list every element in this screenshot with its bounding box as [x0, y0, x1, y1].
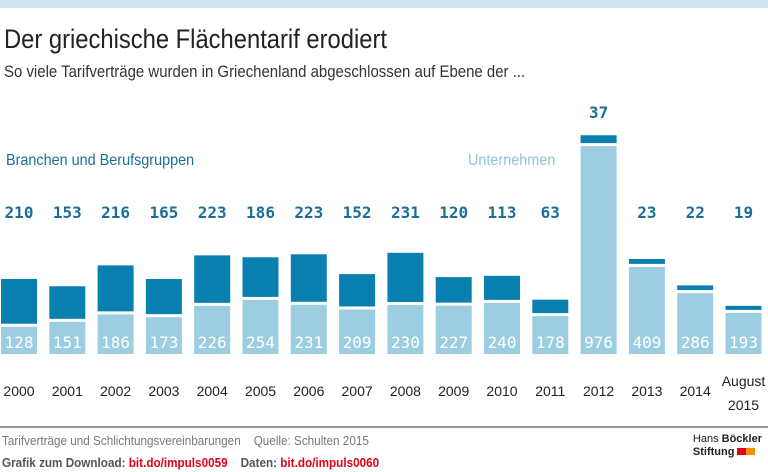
label-branchen-2001: 153 — [53, 203, 82, 222]
bar-unternehmen-2006 — [290, 304, 327, 354]
x-tick-label: 2012 — [583, 383, 614, 399]
x-tick-label: 2010 — [486, 383, 517, 399]
bar-branchen-2007 — [339, 274, 376, 307]
bar-unternehmen-2012 — [580, 146, 617, 354]
x-tick-label: 2011 — [535, 383, 565, 399]
note-text: Tarifverträge und Schlichtungsvereinbaru… — [2, 433, 241, 448]
x-tick-label: 2014 — [680, 383, 711, 399]
bar-branchen-2005 — [242, 257, 279, 297]
x-tick-label: 2003 — [148, 383, 179, 399]
chart-area: 128 210 2000 151 153 2001 186 216 2002 173 165 2003… — [1, 103, 766, 413]
x-tick-label: 2005 — [245, 383, 276, 399]
download-link[interactable]: bit.do/impuls0059 — [128, 455, 228, 470]
bar-branchen-2012 — [580, 135, 617, 144]
bar-branchen-2006 — [290, 254, 327, 302]
label-branchen-2008: 231 — [391, 203, 420, 222]
label-branchen-2003: 165 — [149, 203, 178, 222]
label-branchen-August 2015: 19 — [734, 203, 753, 222]
footer-divider — [0, 426, 768, 428]
bar-unternehmen-2001 — [49, 321, 86, 354]
x-tick-label: 2008 — [390, 383, 421, 399]
bar-branchen-2004 — [194, 255, 231, 303]
bar-unternehmen-2005 — [242, 299, 279, 354]
label-branchen-2012: 37 — [589, 103, 608, 122]
bar-branchen-2003 — [145, 279, 182, 315]
bar-branchen-August 2015 — [725, 305, 762, 310]
bar-branchen-2013 — [628, 258, 665, 264]
bar-branchen-2001 — [49, 286, 86, 319]
bar-unternehmen-2010 — [484, 302, 520, 354]
label-branchen-2013: 23 — [637, 203, 656, 222]
data-link[interactable]: bit.do/impuls0060 — [280, 455, 380, 470]
footer-links: Grafik zum Download: bit.do/impuls0059 D… — [2, 455, 379, 470]
bar-unternehmen-August 2015 — [725, 312, 762, 354]
label-unternehmen-2005: 254 — [246, 333, 275, 352]
label-branchen-2004: 223 — [198, 203, 227, 222]
label-branchen-2010: 113 — [488, 203, 517, 222]
legend-branchen: Branchen und Berufsgruppen — [6, 152, 195, 169]
x-tick-label: 2004 — [197, 383, 228, 399]
footer-note: Tarifverträge und Schlichtungsvereinbaru… — [2, 433, 369, 448]
label-unternehmen-2009: 227 — [439, 333, 468, 352]
label-branchen-2007: 152 — [343, 203, 372, 222]
bar-unternehmen-2004 — [194, 305, 231, 354]
legend-unternehmen: Unternehmen — [468, 152, 556, 169]
label-unternehmen-2006: 231 — [294, 333, 323, 352]
label-unternehmen-2008: 230 — [391, 333, 420, 352]
bar-branchen-2010 — [484, 275, 520, 300]
bar-unternehmen-2003 — [145, 317, 182, 354]
label-branchen-2005: 186 — [246, 203, 275, 222]
label-unternehmen-2000: 128 — [5, 333, 34, 352]
bar-unternehmen-2000 — [1, 326, 37, 354]
x-tick-label: 2015 — [728, 397, 759, 413]
bar-branchen-2011 — [532, 299, 569, 314]
bar-unternehmen-2014 — [677, 293, 714, 354]
label-unternehmen-2001: 151 — [53, 333, 82, 352]
x-tick-label: 2000 — [3, 383, 34, 399]
bar-branchen-2009 — [435, 277, 472, 303]
x-tick-label: August — [722, 373, 766, 389]
label-unternehmen-August 2015: 193 — [729, 333, 758, 352]
label-unternehmen-2014: 286 — [681, 333, 710, 352]
label-unternehmen-2011: 178 — [536, 333, 565, 352]
label-branchen-2009: 120 — [439, 203, 468, 222]
bar-branchen-2000 — [1, 279, 37, 324]
label-branchen-2011: 63 — [541, 203, 560, 222]
bar-unternehmen-2011 — [532, 316, 569, 354]
source-text: Quelle: Schulten 2015 — [253, 433, 369, 448]
bar-unternehmen-2002 — [97, 314, 134, 354]
x-tick-label: 2007 — [342, 383, 373, 399]
hans-boeckler-logo: Hans Böckler Stiftung — [692, 433, 762, 458]
label-unternehmen-2003: 173 — [149, 333, 178, 352]
chart-title: Der griechische Flächentarif erodiert — [4, 24, 387, 54]
chart-subtitle: So viele Tarifverträge wurden in Grieche… — [4, 62, 526, 81]
x-tick-label: 2013 — [631, 383, 662, 399]
x-tick-label: 2009 — [438, 383, 469, 399]
bar-unternehmen-2007 — [339, 309, 376, 354]
x-tick-label: 2006 — [293, 383, 324, 399]
bar-unternehmen-2009 — [435, 305, 472, 354]
bar-unternehmen-2013 — [628, 266, 665, 354]
x-tick-label: 2001 — [52, 383, 83, 399]
bar-unternehmen-2008 — [387, 305, 424, 354]
top-band — [0, 0, 768, 8]
label-branchen-2006: 223 — [294, 203, 323, 222]
download-label: Grafik zum Download: — [2, 455, 126, 470]
label-branchen-2002: 216 — [101, 203, 130, 222]
label-unternehmen-2007: 209 — [343, 333, 372, 352]
x-tick-label: 2002 — [100, 383, 131, 399]
bar-branchen-2008 — [387, 252, 424, 303]
label-branchen-2014: 22 — [686, 203, 705, 222]
bar-branchen-2002 — [97, 265, 134, 312]
data-label: Daten: — [240, 455, 278, 470]
label-unternehmen-2004: 226 — [198, 333, 227, 352]
label-unternehmen-2002: 186 — [101, 333, 130, 352]
label-unternehmen-2010: 240 — [488, 333, 517, 352]
label-unternehmen-2012: 976 — [584, 333, 613, 352]
label-unternehmen-2013: 409 — [632, 333, 661, 352]
bar-branchen-2014 — [677, 285, 714, 291]
label-branchen-2000: 210 — [5, 203, 34, 222]
